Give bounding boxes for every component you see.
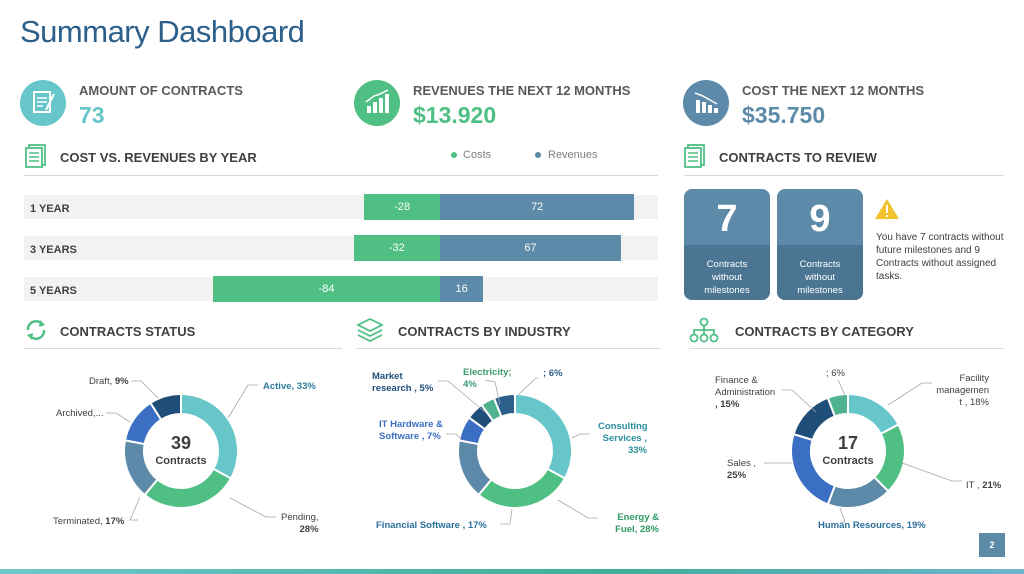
donut-slice	[477, 467, 567, 509]
category-label-finance: Finance & Administration, 15%	[715, 375, 776, 410]
cost-bar: -32	[353, 235, 440, 261]
footer-accent-bar	[0, 569, 1024, 574]
kpi-label-cost: COST THE NEXT 12 MONTHS	[742, 83, 925, 98]
review-card-label: Contracts without milestones	[684, 245, 770, 300]
industry-label-it: IT Hardware & Software , 7%	[379, 419, 443, 442]
category-label-sales: Sales , 25%	[727, 458, 757, 481]
leader-line	[129, 496, 141, 521]
document-list-icon	[25, 144, 47, 173]
refresh-icon	[24, 318, 48, 347]
category-label-hr: Human Resources, 19%	[818, 520, 926, 531]
leader-line	[229, 497, 276, 518]
leader-line	[446, 433, 463, 441]
divider	[689, 348, 1004, 349]
industry-label-market: Market research , 5%	[372, 371, 434, 394]
category-center-value: 17	[837, 433, 859, 453]
review-count: 9	[809, 198, 831, 240]
legend-costs-marker	[451, 152, 457, 158]
cost-bar: -28	[364, 194, 440, 220]
leader-line	[131, 380, 159, 399]
layers-icon	[355, 317, 385, 348]
kpi-value-cost: $35.750	[742, 102, 826, 128]
section-title-contracts-by-category: CONTRACTS BY CATEGORY	[735, 324, 914, 339]
review-card-milestones[interactable]: 7 Contracts without milestones	[684, 189, 770, 300]
divider	[24, 175, 658, 176]
category-label-other: ; 6%	[826, 368, 846, 379]
section-title-contracts-status: CONTRACTS STATUS	[60, 324, 196, 339]
review-card-label: Contracts without milestones	[777, 245, 863, 300]
status-label-archived: Archived,...	[56, 408, 104, 419]
legend-revenues: Revenues	[548, 149, 598, 161]
divider	[356, 348, 661, 349]
status-label-active: Active, 33%	[263, 381, 316, 392]
contracts-by-category-donut	[764, 379, 962, 523]
leader-line	[887, 382, 932, 406]
kpi-label-revenues: REVENUES THE NEXT 12 MONTHS	[413, 83, 631, 98]
section-title-cost-vs-revenues: COST VS. REVENUES BY YEAR	[60, 150, 257, 165]
leader-line	[837, 379, 846, 396]
category-label-it: IT , 21%	[966, 480, 1002, 491]
page-title: Summary Dashboard	[20, 14, 305, 49]
donut-slice	[143, 467, 233, 509]
leader-line	[839, 507, 846, 523]
hierarchy-icon	[689, 317, 719, 348]
legend-costs: Costs	[463, 149, 492, 161]
status-label-terminated: Terminated, 17%	[53, 516, 125, 527]
industry-label-financial: Financial Software , 17%	[376, 520, 487, 531]
revenue-bar: 16	[440, 276, 484, 302]
divider	[684, 175, 1004, 176]
donut-slice	[826, 392, 849, 418]
review-card-tasks[interactable]: 9 Contracts without milestones	[777, 189, 863, 300]
legend-revenues-marker	[535, 152, 541, 158]
contracts-status-donut	[106, 380, 276, 521]
warning-icon	[874, 198, 900, 225]
bar-category-label: 1 YEAR	[30, 203, 70, 215]
industry-label-energy: Energy & Fuel, 28%	[615, 512, 659, 535]
donut-slice	[492, 392, 516, 418]
status-center-label: Contracts	[155, 455, 207, 467]
status-label-pending: Pending, 28%	[281, 512, 319, 535]
section-title-contracts-to-review: CONTRACTS TO REVIEW	[719, 150, 877, 165]
contract-document-icon	[20, 80, 66, 126]
review-note: You have 7 contracts without future mile…	[876, 232, 1004, 282]
leader-line	[500, 508, 513, 525]
status-center-value: 39	[170, 433, 192, 453]
status-label-draft: Draft, 9%	[89, 376, 129, 387]
kpi-value-revenues: $13.920	[413, 102, 497, 128]
cost-bar: -84	[213, 276, 440, 302]
industry-label-other: ; 6%	[543, 368, 563, 379]
kpi-label-contracts: AMOUNT OF CONTRACTS	[79, 83, 243, 98]
leader-line	[438, 380, 486, 413]
donut-slice	[826, 475, 890, 509]
document-list-icon	[684, 144, 706, 173]
cost-revenue-bar-chart: 1 YEAR -28 72 3 YEARS -32 67 5 YEARS -84 16	[24, 193, 658, 305]
review-count: 7	[716, 198, 738, 240]
revenue-bar: 72	[440, 194, 635, 220]
bar-category-label: 5 YEARS	[30, 285, 77, 297]
revenue-bar: 67	[440, 235, 621, 261]
leader-line	[484, 379, 501, 406]
leader-line	[557, 499, 598, 519]
contracts-by-industry-donut	[438, 377, 598, 525]
page-number: 2	[979, 533, 1005, 557]
leader-line	[227, 384, 258, 419]
decline-chart-icon	[683, 80, 729, 126]
category-center-label: Contracts	[822, 455, 874, 467]
leader-line	[517, 377, 538, 396]
section-title-contracts-by-industry: CONTRACTS BY INDUSTRY	[398, 324, 571, 339]
bar-category-label: 3 YEARS	[30, 244, 77, 256]
growth-chart-icon	[354, 80, 400, 126]
category-label-facility: Facility managemen t , 18%	[936, 373, 989, 408]
donut-slice	[149, 392, 182, 422]
leader-line	[571, 433, 590, 439]
divider	[24, 348, 342, 349]
donut-slice	[514, 392, 573, 480]
industry-label-electricity: Electricity; 4%	[463, 367, 512, 390]
leader-line	[901, 462, 962, 482]
leader-line	[782, 389, 817, 413]
industry-label-consulting: Consulting Services , 33%	[598, 421, 648, 456]
leader-line	[106, 412, 131, 423]
kpi-value-contracts: 73	[79, 102, 105, 128]
donut-slice	[457, 439, 493, 497]
